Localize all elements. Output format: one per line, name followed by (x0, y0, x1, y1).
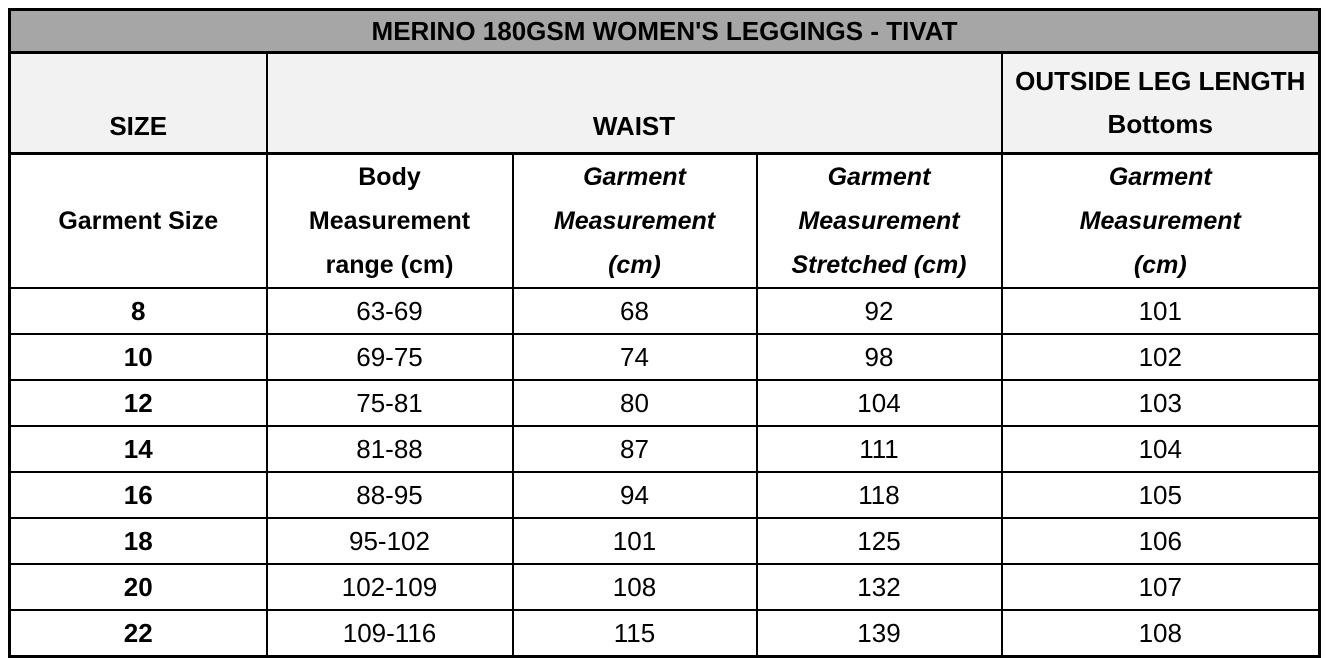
subheader-body-measurement-range: Body Measurement range (cm) (265, 152, 514, 289)
garment-measurement-cell: 68 (511, 287, 758, 335)
subheader-row: Garment Size Body Measurement range (cm)… (8, 152, 1321, 289)
garment-measurement-cell: 115 (511, 609, 758, 658)
subheader-garment-measurement-stretched: Garment Measurement Stretched (cm) (755, 152, 1003, 289)
table-row: 12 75-81 80 104 103 (8, 379, 1321, 427)
table-row: 10 69-75 74 98 102 (8, 333, 1321, 381)
group-header-row: SIZE WAIST OUTSIDE LEG LENGTH Bottoms (8, 51, 1321, 155)
leg-length-header-line2: Bottoms (1107, 109, 1213, 139)
stretched-measurement-cell: 98 (755, 333, 1003, 381)
table-row: 16 88-95 94 118 105 (8, 471, 1321, 519)
subheader-line: (cm) (608, 251, 661, 279)
leg-length-cell: 106 (1000, 517, 1321, 565)
stretched-measurement-cell: 132 (755, 563, 1003, 611)
leg-length-cell: 103 (1000, 379, 1321, 427)
subheader-line: Garment (1108, 163, 1212, 191)
garment-measurement-cell: 108 (511, 563, 758, 611)
subheader-line: Measurement (1079, 207, 1241, 235)
leg-length-cell: 108 (1000, 609, 1321, 658)
waist-column-header: WAIST (265, 51, 1003, 155)
leg-length-column-header: OUTSIDE LEG LENGTH Bottoms (1000, 51, 1321, 155)
subheader-line: Measurement (798, 207, 960, 235)
body-range-cell: 81-88 (265, 425, 514, 473)
size-column-header: SIZE (8, 51, 268, 155)
leg-length-cell: 102 (1000, 333, 1321, 381)
page: MERINO 180GSM WOMEN'S LEGGINGS - TIVAT S… (8, 8, 1322, 658)
body-range-cell: 75-81 (265, 379, 514, 427)
size-chart-table: MERINO 180GSM WOMEN'S LEGGINGS - TIVAT S… (8, 8, 1322, 658)
size-cell: 14 (8, 425, 268, 473)
stretched-measurement-cell: 111 (755, 425, 1003, 473)
subheader-line: Measurement (553, 207, 716, 235)
size-cell: 10 (8, 333, 268, 381)
size-cell: 8 (8, 287, 268, 335)
stretched-measurement-cell: 125 (755, 517, 1003, 565)
stretched-measurement-cell: 118 (755, 471, 1003, 519)
subheader-line: Body (358, 163, 421, 191)
leg-length-cell: 101 (1000, 287, 1321, 335)
subheader-garment-measurement: Garment Measurement (cm) (511, 152, 758, 289)
leg-length-header-line1: OUTSIDE LEG LENGTH (1015, 66, 1306, 96)
body-range-cell: 88-95 (265, 471, 514, 519)
body-range-cell: 69-75 (265, 333, 514, 381)
garment-measurement-cell: 94 (511, 471, 758, 519)
subheader-line: Stretched (cm) (791, 251, 967, 279)
leg-length-cell: 105 (1000, 471, 1321, 519)
table-row: 14 81-88 87 111 104 (8, 425, 1321, 473)
subheader-leg-garment-measurement: Garment Measurement (cm) (1000, 152, 1321, 289)
title-row: MERINO 180GSM WOMEN'S LEGGINGS - TIVAT (8, 8, 1321, 54)
garment-measurement-cell: 87 (511, 425, 758, 473)
stretched-measurement-cell: 104 (755, 379, 1003, 427)
leg-length-cell: 104 (1000, 425, 1321, 473)
garment-measurement-cell: 101 (511, 517, 758, 565)
garment-measurement-cell: 80 (511, 379, 758, 427)
size-cell: 18 (8, 517, 268, 565)
table-row: 20 102-109 108 132 107 (8, 563, 1321, 611)
subheader-line: Garment Size (58, 207, 219, 235)
size-cell: 22 (8, 609, 268, 658)
subheader-line: Measurement (308, 207, 471, 235)
body-range-cell: 63-69 (265, 287, 514, 335)
size-cell: 12 (8, 379, 268, 427)
size-cell: 20 (8, 563, 268, 611)
subheader-line: range (cm) (325, 251, 454, 279)
garment-measurement-cell: 74 (511, 333, 758, 381)
subheader-line: (cm) (1133, 251, 1187, 279)
table-row: 8 63-69 68 92 101 (8, 287, 1321, 335)
stretched-measurement-cell: 139 (755, 609, 1003, 658)
table-row: 18 95-102 101 125 106 (8, 517, 1321, 565)
body-range-cell: 95-102 (265, 517, 514, 565)
stretched-measurement-cell: 92 (755, 287, 1003, 335)
size-cell: 16 (8, 471, 268, 519)
body-range-cell: 109-116 (265, 609, 514, 658)
body-range-cell: 102-109 (265, 563, 514, 611)
subheader-line: Garment (827, 163, 931, 191)
leg-length-cell: 107 (1000, 563, 1321, 611)
table-row: 22 109-116 115 139 108 (8, 609, 1321, 658)
subheader-line: Garment (583, 163, 686, 191)
table-title: MERINO 180GSM WOMEN'S LEGGINGS - TIVAT (8, 8, 1321, 54)
subheader-garment-size: Garment Size (8, 152, 268, 289)
